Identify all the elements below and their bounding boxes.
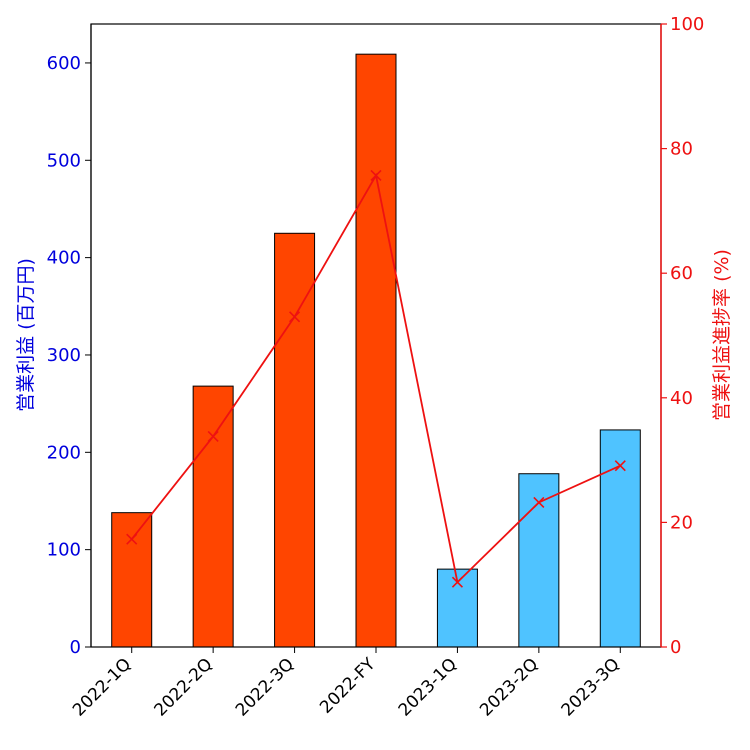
x-tick-label-2022-FY: 2022-FY [316, 654, 380, 718]
bar-2022-FY [355, 53, 397, 648]
right-axis-label: 営業利益進捗率 (%) [711, 249, 733, 421]
left-tick-label: 100 [47, 540, 81, 561]
left-axis-ticks: 0 100 200 300 400 500 600 [47, 53, 91, 658]
right-tick-label: 20 [670, 512, 693, 533]
left-axis-label: 営業利益 (百万円) [15, 258, 37, 412]
left-tick-label: 600 [47, 53, 81, 74]
x-tick-label-2022-2Q: 2022-2Q [150, 654, 216, 720]
progress-marker-2022-2Q [207, 430, 219, 442]
right-tick-label: 60 [670, 263, 693, 284]
x-tick-label-2022-3Q: 2022-3Q [232, 654, 298, 720]
bar-2023-3Q [599, 429, 641, 648]
bar-2023-2Q [518, 473, 560, 648]
right-axis-ticks: 0 20 40 60 80 100 [661, 14, 704, 658]
bars-group [111, 53, 641, 648]
x-tick-label-2023-1Q: 2023-1Q [395, 654, 461, 720]
bar-2022-3Q [274, 232, 316, 648]
right-tick-label: 0 [670, 637, 681, 658]
x-tick-label-2022-1Q: 2022-1Q [69, 654, 135, 720]
right-tick-label: 80 [670, 139, 693, 160]
right-tick-label: 40 [670, 388, 693, 409]
x-tick-label-2023-2Q: 2023-2Q [476, 654, 542, 720]
left-tick-label: 500 [47, 150, 81, 171]
progress-marker-2023-2Q [533, 496, 545, 509]
x-tick-label-2023-3Q: 2023-3Q [558, 654, 624, 720]
left-tick-label: 400 [47, 248, 81, 269]
progress-marker-2023-3Q [614, 460, 626, 472]
progress-marker-2022-FY [370, 169, 382, 181]
progress-line-group [126, 169, 626, 588]
bar-2022-2Q [192, 385, 234, 648]
left-tick-label: 200 [47, 442, 81, 463]
bar-2022-1Q [111, 512, 153, 648]
progress-marker-2022-1Q [126, 533, 138, 545]
left-tick-label: 300 [47, 345, 81, 366]
progress-marker-2022-3Q [289, 311, 301, 323]
progress-marker-2023-1Q [451, 576, 463, 588]
right-tick-label: 100 [670, 14, 704, 35]
x-axis-ticks: 2022-1Q 2022-2Q 2022-3Q 2022-FY 2023-1Q 2023-… [69, 647, 624, 721]
left-tick-label: 0 [70, 637, 81, 658]
